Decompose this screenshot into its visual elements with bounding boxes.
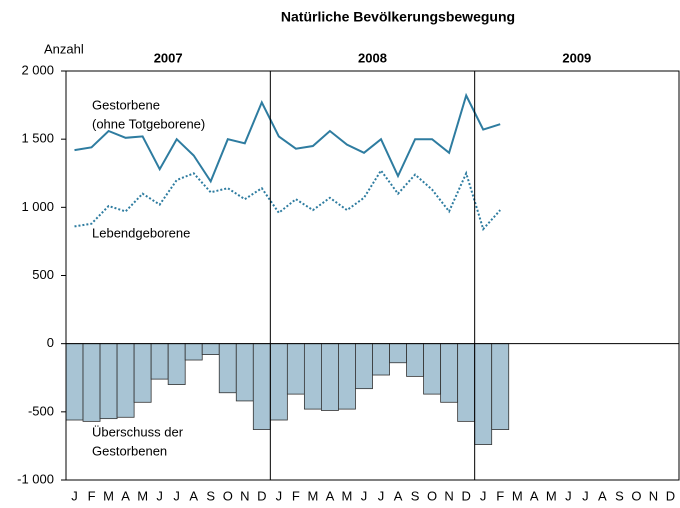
- x-tick-label: J: [276, 488, 283, 503]
- annotation: Gestorbenen: [92, 443, 167, 458]
- x-tick-label: M: [342, 488, 353, 503]
- x-tick-label: A: [121, 488, 130, 503]
- line: [74, 168, 501, 232]
- plot-frame: [65, 70, 680, 481]
- bar: [201, 343, 220, 355]
- bar: [184, 343, 203, 361]
- annotation: (ohne Totgeborene): [92, 116, 205, 131]
- x-tick-label: S: [206, 488, 215, 503]
- bar: [167, 343, 186, 385]
- x-tick-label: O: [223, 488, 233, 503]
- x-tick-label: A: [530, 488, 539, 503]
- bar: [116, 343, 135, 418]
- bar: [389, 343, 407, 364]
- annotation: Lebendgeborene: [92, 225, 190, 240]
- bar: [218, 343, 237, 394]
- y-tick-label: -500: [28, 403, 54, 418]
- x-tick-label: J: [480, 488, 487, 503]
- y-tick-label: 1 000: [21, 199, 54, 214]
- chart-title: Natürliche Bevölkerungsbewegung: [281, 9, 515, 25]
- bar: [82, 343, 101, 422]
- x-tick-label: J: [361, 488, 368, 503]
- x-tick-label: J: [378, 488, 385, 503]
- x-tick-label: A: [598, 488, 607, 503]
- bar: [252, 343, 271, 430]
- x-tick-label: M: [137, 488, 148, 503]
- bar: [321, 343, 339, 411]
- y-tick-label: 1 500: [21, 131, 54, 146]
- x-tick-label: A: [394, 488, 403, 503]
- bar: [423, 343, 442, 395]
- line: [74, 92, 501, 184]
- x-tick-label: N: [444, 488, 453, 503]
- x-tick-label: D: [257, 488, 266, 503]
- x-tick-label: J: [156, 488, 163, 503]
- year-label: 2008: [358, 50, 387, 65]
- x-tick-label: F: [88, 488, 96, 503]
- x-tick-label: O: [631, 488, 641, 503]
- bar: [457, 343, 476, 422]
- annotation: Überschuss der: [92, 424, 184, 439]
- x-tick-label: M: [546, 488, 557, 503]
- year-label: 2009: [562, 50, 591, 65]
- bar: [406, 343, 424, 377]
- x-tick-label: F: [496, 488, 504, 503]
- y-tick-label: 2 000: [21, 62, 54, 77]
- x-tick-label: S: [411, 488, 420, 503]
- x-tick-label: J: [173, 488, 180, 503]
- x-tick-label: J: [565, 488, 572, 503]
- bar: [303, 343, 322, 410]
- y-axis-label: Anzahl: [44, 41, 84, 56]
- bar: [440, 343, 459, 403]
- y-tick-label: -1 000: [17, 471, 54, 486]
- bar: [99, 343, 118, 420]
- bar: [286, 343, 305, 395]
- x-tick-label: F: [292, 488, 300, 503]
- year-label: 2007: [154, 50, 183, 65]
- bar: [491, 343, 510, 430]
- y-tick-label: 0: [47, 335, 54, 350]
- x-tick-label: D: [666, 488, 675, 503]
- bar: [338, 343, 356, 410]
- x-tick-label: J: [582, 488, 589, 503]
- bar: [355, 343, 373, 390]
- x-tick-label: A: [189, 488, 198, 503]
- x-tick-label: N: [240, 488, 249, 503]
- x-tick-label: S: [615, 488, 624, 503]
- x-tick-label: M: [307, 488, 318, 503]
- annotation: Gestorbene: [92, 97, 160, 112]
- x-tick-label: D: [461, 488, 470, 503]
- bar: [65, 343, 84, 421]
- x-tick-label: M: [512, 488, 523, 503]
- bar: [235, 343, 254, 402]
- x-tick-label: J: [71, 488, 78, 503]
- y-tick-label: 500: [32, 267, 54, 282]
- bar: [133, 343, 152, 403]
- x-tick-label: A: [326, 488, 335, 503]
- x-tick-label: O: [427, 488, 437, 503]
- bar: [372, 343, 390, 376]
- bar: [474, 343, 493, 445]
- bar: [150, 343, 169, 380]
- bar: [269, 343, 288, 421]
- x-tick-label: M: [103, 488, 114, 503]
- x-tick-label: N: [649, 488, 658, 503]
